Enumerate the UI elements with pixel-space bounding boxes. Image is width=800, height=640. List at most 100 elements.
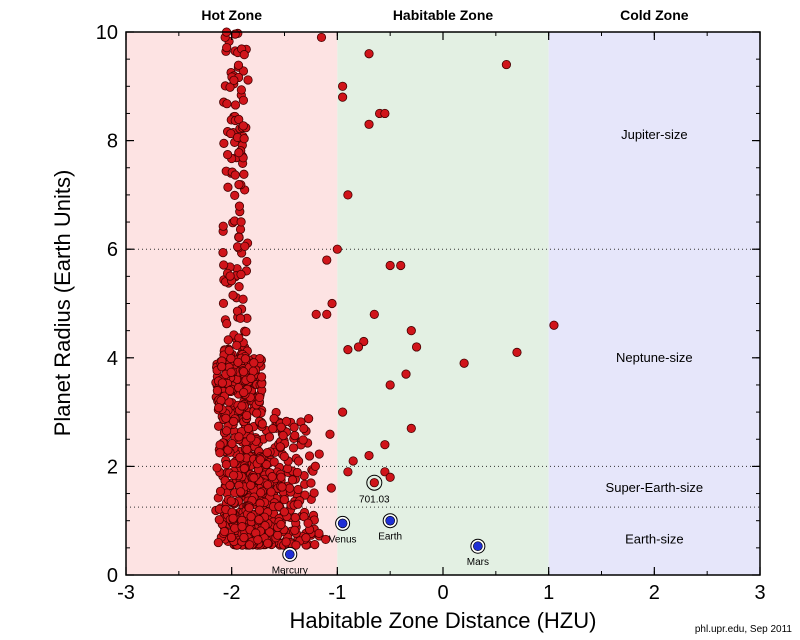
x-axis-title: Habitable Zone Distance (HZU) [290,608,597,633]
candidate-point [401,369,411,379]
y-tick-label: 0 [107,565,118,587]
candidate-point [306,478,316,488]
candidate-point [343,467,353,477]
candidate-point [301,533,311,543]
candidate-point [326,483,336,493]
candidate-point [369,309,379,319]
candidate-point [225,271,235,281]
candidate-point [229,75,239,85]
tick-labels: -3 -2 -1 0 1 2 3 0 2 4 6 8 10 [96,22,766,604]
candidate-point [310,539,320,550]
candidate-point [234,180,244,190]
candidate-point [233,60,244,70]
candidate-point [218,221,228,231]
candidate-point [223,335,233,345]
candidate-point [237,522,247,532]
size-label-neptune: Neptune-size [616,350,693,365]
candidate-point [218,248,228,258]
candidate-point [255,455,265,465]
planet-venus-marker [337,518,348,529]
candidate-point [276,472,286,482]
candidate-point [322,255,332,265]
candidate-point [236,269,246,280]
candidate-point [223,182,233,192]
candidate-point [253,535,263,545]
candidate-point [225,385,235,396]
candidate-point [249,473,259,483]
candidate-point [215,486,226,496]
candidate-point [224,345,234,356]
candidate-point [338,407,348,417]
candidate-point [227,439,237,449]
candidate-point [244,503,254,513]
candidate-point [406,326,416,336]
candidate-point [214,421,224,431]
candidate-point [309,488,319,498]
candidate-point [256,488,266,498]
candidate-point [281,537,291,547]
candidate-point [255,392,265,403]
candidate-point [226,532,237,543]
candidate-point [396,260,406,271]
candidate-point [314,528,324,538]
candidate-point [221,426,232,436]
candidate-point [364,450,374,461]
planet-earth-label: Earth [378,532,402,543]
candidate-point [279,495,290,505]
candidate-point [225,480,235,490]
candidate-point [269,457,279,467]
candidate-point [241,327,251,337]
candidate-point [246,433,256,443]
candidate-point [239,367,249,377]
planet-earth-marker [385,515,395,526]
candidate-point [240,354,251,364]
highlight-ring [366,474,383,491]
candidate-point [219,526,230,537]
candidate-point [290,430,300,441]
candidate-point [512,347,522,357]
planet-mars-marker [473,541,483,552]
candidate-point [262,448,272,458]
candidate-point [304,413,314,424]
credit-text: phl.upr.edu, Sep 2011 [695,624,793,635]
candidate-point [213,537,223,548]
candidate-point [385,380,395,390]
candidate-point [291,540,301,550]
candidate-point [254,515,264,525]
candidate-point [314,449,324,459]
candidate-point [380,440,390,450]
candidate-point [212,463,222,473]
y-axis-title: Planet Radius (Earth Units) [50,170,75,437]
reference-planets: Mercury Venus Earth Mars [272,513,489,576]
x-tick-label: 0 [437,582,448,604]
zone-label-hot: Hot Zone [201,7,262,23]
candidate-point [303,518,313,528]
candidate-point [221,459,231,470]
candidate-point [290,525,300,535]
candidate-point [288,443,299,453]
planet-venus-label: Venus [329,534,357,545]
candidate-point [230,100,241,110]
candidate-point [501,59,511,70]
candidate-point [229,416,239,426]
candidate-point [225,82,235,92]
zone-band [548,32,760,575]
candidate-point [279,507,289,517]
candidate-point [274,501,284,512]
candidate-point [237,401,247,411]
candidate-point [287,475,298,485]
candidate-point [364,49,374,59]
candidate-point [338,81,348,91]
candidate-point [343,345,353,355]
y-tick-label: 4 [107,348,118,370]
candidate-point [275,442,285,452]
candidate-point [263,538,273,548]
x-tick-label: -1 [328,582,346,604]
candidate-point [261,459,272,470]
candidate-point [233,357,243,367]
x-tick-label: -2 [223,582,241,604]
candidate-point [234,432,244,442]
x-tick-label: 3 [754,582,765,604]
candidate-point [322,309,332,319]
